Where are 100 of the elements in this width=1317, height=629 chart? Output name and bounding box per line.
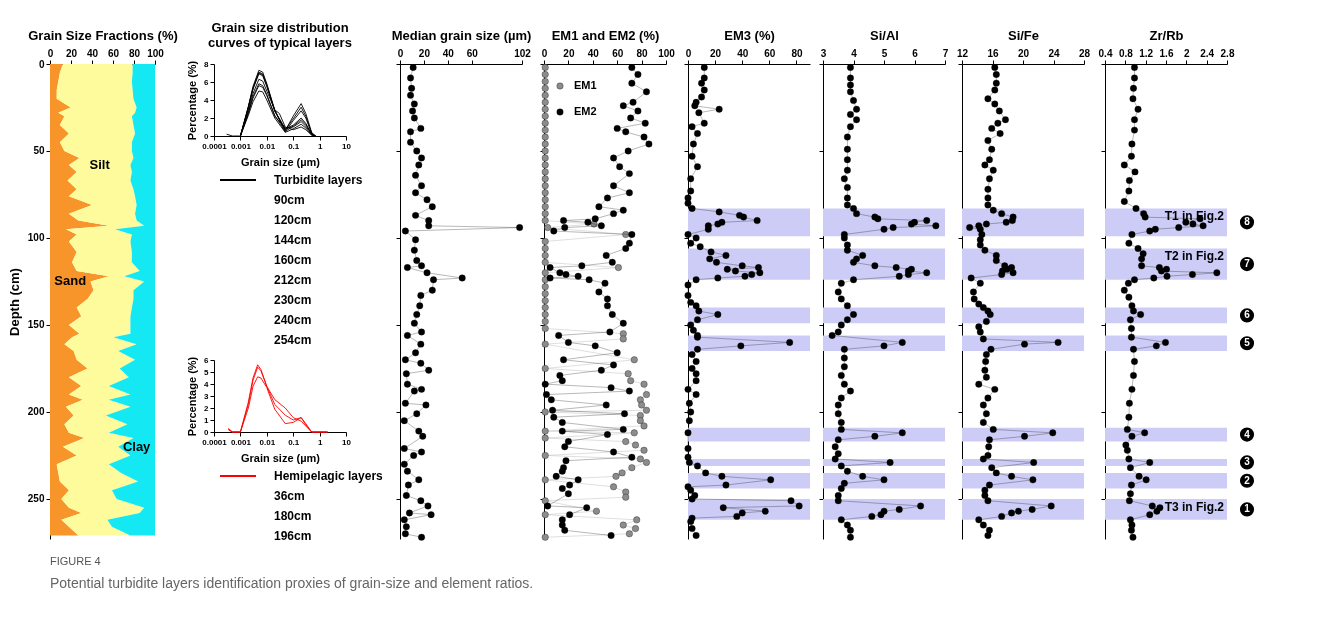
- x-tick-label: 16: [987, 47, 999, 59]
- x-tick-label: 4: [851, 47, 858, 59]
- y-tick-label: 4: [204, 95, 210, 105]
- x-axis-title: Si/Fe: [1007, 27, 1040, 43]
- x-tick-label: 10: [342, 437, 352, 447]
- x-tick-label: 1.6: [1159, 47, 1174, 59]
- x-tick-label: 3: [820, 47, 827, 59]
- y-tick-label: 1: [204, 415, 210, 425]
- x-axis-title: Zr/Rb: [1149, 27, 1184, 43]
- x-axis-title: Si/Al: [870, 27, 899, 43]
- y-tick-label: 100: [27, 232, 45, 244]
- legend-label: EM2: [574, 105, 597, 117]
- y-tick-label: 0: [204, 427, 210, 437]
- text: 180cm: [274, 509, 312, 523]
- y-tick-label: 0: [204, 131, 210, 141]
- x-tick-label: 60: [107, 47, 120, 59]
- y-tick-label: 5: [204, 367, 210, 377]
- y-tick-label: 2: [204, 113, 210, 123]
- x-tick-label: 1: [317, 141, 323, 151]
- band-label: T2 in Fig.2: [1164, 249, 1225, 264]
- x-axis-title: Grain size (µm): [240, 155, 321, 168]
- x-axis-title: Grain size (µm): [240, 451, 321, 464]
- x-tick-label: 40: [737, 47, 749, 59]
- x-tick-label: 10: [342, 141, 352, 151]
- text: 90cm: [274, 193, 305, 207]
- series-label: Sand: [54, 273, 87, 289]
- x-tick-label: 2.8: [1220, 47, 1235, 59]
- x-axis-title: Median grain size (µm): [391, 27, 532, 43]
- x-tick-label: 80: [791, 47, 803, 59]
- y-axis-title: Percentage (%): [186, 60, 199, 141]
- x-tick-label: 2: [1184, 47, 1191, 59]
- text: 240cm: [274, 313, 312, 327]
- x-tick-label: 0.001: [230, 141, 252, 151]
- series-label: Clay: [122, 438, 152, 454]
- x-tick-label: 60: [764, 47, 776, 59]
- x-tick-label: 20: [1017, 47, 1030, 59]
- y-axis-title: Percentage (%): [186, 356, 199, 437]
- text: 36cm: [274, 489, 305, 503]
- x-tick-label: 0: [541, 47, 548, 59]
- x-tick-label: 60: [612, 47, 624, 59]
- x-tick-label: 7: [942, 47, 949, 59]
- text: 1: [1244, 503, 1251, 515]
- x-tick-label: 20: [563, 47, 575, 59]
- chart-title: Grain size distribution curves of typical layers: [208, 20, 352, 50]
- y-tick-label: 8: [204, 59, 210, 69]
- y-tick-label: 150: [27, 319, 45, 331]
- text: 144cm: [274, 233, 312, 247]
- x-tick-label: 6: [912, 47, 919, 59]
- x-tick-label: 1: [317, 437, 323, 447]
- x-tick-label: 0.0001: [202, 437, 228, 447]
- x-tick-label: 1.2: [1139, 47, 1154, 59]
- y-tick-label: 0: [38, 58, 45, 70]
- x-tick-label: 28: [1078, 47, 1091, 59]
- x-tick-label: 60: [466, 47, 479, 59]
- x-tick-label: 20: [65, 47, 78, 59]
- x-tick-label: 40: [587, 47, 600, 59]
- x-tick-label: 0.01: [259, 437, 276, 447]
- x-tick-label: 0: [685, 47, 692, 59]
- x-tick-label: 0.0001: [202, 141, 228, 151]
- x-tick-label: 100: [658, 47, 676, 59]
- text: 212cm: [274, 273, 312, 287]
- y-tick-label: 3: [204, 391, 210, 401]
- text: 254cm: [274, 333, 312, 347]
- y-tick-label: 4: [204, 379, 210, 389]
- y-tick-label: 250: [27, 493, 45, 505]
- text: 196cm: [274, 529, 312, 543]
- x-tick-label: 0.001: [230, 437, 252, 447]
- text: FIGURE 4: [50, 555, 101, 567]
- x-tick-label: 0.1: [288, 437, 300, 447]
- x-tick-label: 40: [86, 47, 99, 59]
- x-axis-title: Grain Size Fractions (%): [28, 27, 178, 43]
- text: 160cm: [274, 253, 312, 267]
- legend-label: Turbidite layers: [274, 173, 363, 187]
- x-tick-label: 0: [397, 47, 404, 59]
- x-tick-label: 0.4: [1098, 47, 1113, 59]
- x-axis-title: EM1 and EM2 (%): [551, 27, 660, 43]
- x-tick-label: 5: [881, 47, 888, 59]
- legend-label: Hemipelagic layers: [274, 469, 384, 483]
- series-label: Silt: [89, 156, 111, 172]
- band-label: T3 in Fig.2: [1164, 499, 1225, 514]
- text: 6: [1244, 309, 1251, 321]
- text: 7: [1244, 258, 1251, 270]
- x-tick-label: 0: [47, 47, 54, 59]
- text: 2: [1244, 474, 1251, 486]
- x-tick-label: 20: [418, 47, 431, 59]
- x-tick-label: 0.1: [288, 141, 300, 151]
- y-tick-label: 200: [27, 406, 45, 418]
- text: 5: [1244, 337, 1251, 349]
- x-tick-label: 2.4: [1200, 47, 1215, 59]
- legend-label: EM1: [574, 79, 597, 91]
- y-tick-label: 6: [204, 355, 210, 365]
- x-tick-label: 24: [1048, 47, 1060, 59]
- x-tick-label: 12: [956, 47, 969, 59]
- y-tick-label: 2: [204, 403, 210, 413]
- x-tick-label: 100: [147, 47, 165, 59]
- x-tick-label: 102: [514, 47, 532, 59]
- x-tick-label: 80: [128, 47, 141, 59]
- x-tick-label: 40: [442, 47, 455, 59]
- x-axis-title: EM3 (%): [724, 27, 775, 43]
- y-tick-label: 6: [204, 77, 210, 87]
